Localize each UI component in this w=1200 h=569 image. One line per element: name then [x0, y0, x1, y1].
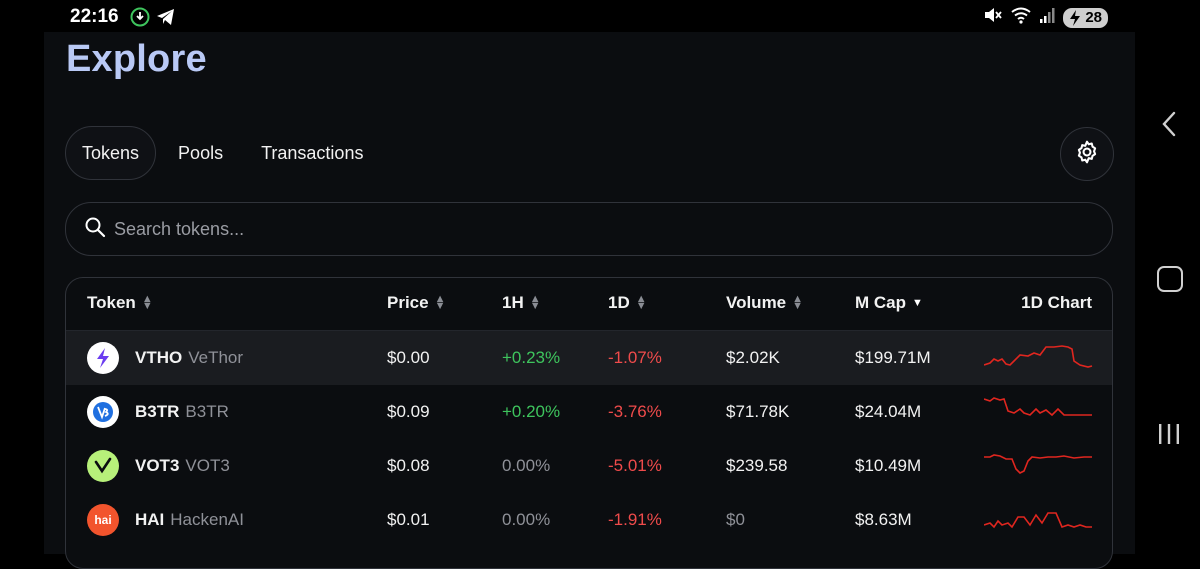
- gear-icon: [1074, 139, 1100, 170]
- home-nav-icon[interactable]: [1157, 266, 1183, 292]
- table-header: Token ▲ ▼ Price ▲ ▼ 1H ▲ ▼ 1D ▲ ▼ Volume ▲ ▼ …: [66, 278, 1112, 331]
- status-time: 22:16: [70, 6, 119, 27]
- hackenai-logo-text: hai: [94, 513, 112, 527]
- price: $0.09: [387, 402, 430, 421]
- volume: $2.02K: [726, 348, 780, 367]
- sort-icon: ▲ ▼: [635, 293, 647, 312]
- table-row[interactable]: VTHO VeThor $0.00 +0.23% -1.07% $2.02K $1…: [66, 331, 1112, 385]
- vethor-logo-icon: [87, 342, 119, 374]
- search-bar[interactable]: [65, 202, 1113, 256]
- header-price-label: Price: [387, 293, 429, 312]
- token-fullname: VeThor: [188, 348, 244, 367]
- token-symbol: VOT3: [135, 456, 180, 475]
- status-bar: 22:16 28: [0, 0, 1200, 32]
- sparkline-chart: [984, 512, 1092, 529]
- signal-icon: [1039, 6, 1055, 29]
- token-name: VOT3 VOT3: [135, 456, 230, 476]
- market-cap: $8.63M: [855, 510, 912, 529]
- price: $0.01: [387, 510, 430, 529]
- token-symbol: B3TR: [135, 402, 180, 421]
- recent-apps-nav-icon[interactable]: [1157, 423, 1181, 450]
- header-price[interactable]: Price ▲ ▼: [387, 293, 445, 313]
- token-fullname: HackenAI: [170, 510, 244, 529]
- header-chart-label: 1D Chart: [1021, 293, 1092, 312]
- header-1h[interactable]: 1H ▲ ▼: [502, 293, 541, 313]
- tab-pools[interactable]: Pools: [178, 143, 224, 163]
- search-input[interactable]: [112, 217, 1016, 241]
- volume: $71.78K: [726, 402, 790, 421]
- sparkline-chart: [984, 397, 1092, 417]
- tokens-table: Token ▲ ▼ Price ▲ ▼ 1H ▲ ▼ 1D ▲ ▼ Volume ▲ ▼ …: [65, 277, 1113, 569]
- sort-desc-icon: ▼: [912, 297, 923, 309]
- tab-tokens[interactable]: Tokens: [65, 126, 157, 180]
- change-1d: -3.76%: [608, 402, 662, 421]
- sort-icon: ▲ ▼: [792, 293, 804, 312]
- search-icon: [66, 216, 106, 243]
- token-name: B3TR B3TR: [135, 402, 229, 422]
- table-row[interactable]: VOT3 VOT3 $0.08 0.00% -5.01% $239.58 $10.…: [66, 439, 1112, 493]
- header-1h-label: 1H: [502, 293, 524, 312]
- header-volume-label: Volume: [726, 293, 787, 312]
- table-row[interactable]: B3TR B3TR $0.09 +0.20% -3.76% $71.78K $24…: [66, 385, 1112, 439]
- volume: $0: [726, 510, 745, 529]
- token-name: HAI HackenAI: [135, 510, 244, 530]
- sort-icon: ▲ ▼: [141, 293, 153, 312]
- change-1h: +0.20%: [502, 402, 561, 421]
- sort-icon: ▲ ▼: [434, 293, 446, 312]
- header-token[interactable]: Token ▲ ▼: [87, 293, 153, 313]
- token-symbol: HAI: [135, 510, 165, 529]
- token-fullname: B3TR: [185, 402, 229, 421]
- change-1h: 0.00%: [502, 456, 551, 475]
- market-cap: $199.71M: [855, 348, 931, 367]
- battery-indicator: 28: [1063, 7, 1108, 28]
- charging-icon: [1068, 9, 1082, 32]
- settings-button[interactable]: [1060, 127, 1114, 181]
- change-1d: -5.01%: [608, 456, 662, 475]
- sparkline-chart: [984, 345, 1093, 368]
- hackenai-logo-icon: hai: [87, 504, 119, 536]
- back-nav-icon[interactable]: [1160, 110, 1178, 143]
- change-1d: -1.07%: [608, 348, 662, 367]
- mute-icon: [983, 6, 1003, 29]
- token-symbol: VTHO: [135, 348, 183, 367]
- sparkline-chart: [984, 454, 1092, 474]
- volume: $239.58: [726, 456, 788, 475]
- table-row[interactable]: hai HAI HackenAI $0.01 0.00% -1.91% $0 $8…: [66, 493, 1112, 547]
- change-1d: -1.91%: [608, 510, 662, 529]
- page-title: Explore: [66, 38, 207, 80]
- price: $0.08: [387, 456, 430, 475]
- header-token-label: Token: [87, 293, 136, 312]
- telegram-icon: [156, 8, 176, 31]
- header-1d-label: 1D: [608, 293, 630, 312]
- token-fullname: VOT3: [185, 456, 230, 475]
- explore-page: Explore Tokens Pools Transactions Token …: [44, 32, 1135, 569]
- market-cap: $24.04M: [855, 402, 922, 421]
- sort-icon: ▲ ▼: [529, 293, 541, 312]
- tab-transactions[interactable]: Transactions: [261, 143, 364, 163]
- header-1d-chart: 1D Chart: [1021, 293, 1092, 313]
- market-cap: $10.49M: [855, 456, 922, 475]
- price: $0.00: [387, 348, 430, 367]
- battery-level: 28: [1085, 8, 1102, 26]
- header-volume[interactable]: Volume ▲ ▼: [726, 293, 803, 313]
- vot3-logo-icon: [87, 450, 119, 482]
- tab-bar: Tokens Pools Transactions: [65, 126, 379, 180]
- token-name: VTHO VeThor: [135, 348, 243, 368]
- wifi-icon: [1011, 6, 1031, 29]
- change-1h: +0.23%: [502, 348, 561, 367]
- b3tr-logo-icon: [87, 396, 119, 428]
- header-1d[interactable]: 1D ▲ ▼: [608, 293, 647, 313]
- change-1h: 0.00%: [502, 510, 551, 529]
- header-mcap-label: M Cap: [855, 293, 906, 312]
- vpn-icon: [130, 7, 150, 32]
- header-mcap[interactable]: M Cap ▼: [855, 293, 923, 313]
